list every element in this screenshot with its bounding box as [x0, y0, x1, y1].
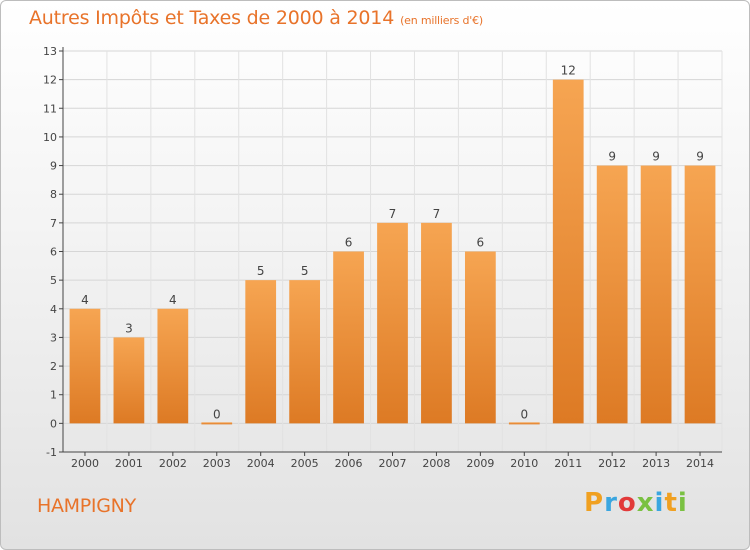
x-tick-label-2003: 2003 — [203, 457, 231, 470]
data-label-2010: 0 — [520, 407, 528, 421]
x-tick-label-2005: 2005 — [291, 457, 319, 470]
chart-title-line: Autres Impôts et Taxes de 2000 à 2014 (en… — [29, 7, 483, 29]
bar-2011 — [552, 79, 584, 424]
chart-title: Autres Impôts et Taxes de 2000 à 2014 — [29, 7, 395, 29]
bar-2012 — [596, 165, 628, 424]
bar-2005 — [289, 280, 321, 424]
bar-2010 — [508, 422, 540, 425]
proxiti-logo: Proxiti — [584, 488, 688, 518]
y-tick-label: 13 — [43, 45, 57, 58]
data-label-2002: 4 — [169, 293, 177, 307]
x-tick-label-2010: 2010 — [510, 457, 538, 470]
x-tick-label-2000: 2000 — [71, 457, 99, 470]
bar-2009 — [464, 251, 496, 424]
bar-2003 — [201, 422, 233, 425]
data-label-2011: 12 — [561, 64, 576, 78]
y-tick-label: 4 — [50, 303, 57, 316]
bar-2014 — [684, 165, 716, 424]
y-tick-label: 9 — [50, 160, 57, 173]
x-tick-label-2013: 2013 — [642, 457, 670, 470]
data-label-2012: 9 — [608, 150, 616, 164]
data-label-2000: 4 — [81, 293, 89, 307]
data-label-2014: 9 — [696, 150, 704, 164]
x-tick-label-2008: 2008 — [422, 457, 450, 470]
x-tick-label-2002: 2002 — [159, 457, 187, 470]
y-tick-label: 3 — [50, 331, 57, 344]
bar-2000 — [69, 308, 101, 424]
y-tick-label: 7 — [50, 217, 57, 230]
y-tick-label: -1 — [46, 446, 57, 459]
x-tick-label-2014: 2014 — [686, 457, 714, 470]
chart-subtitle: (en milliers d'€) — [400, 14, 483, 27]
x-tick-label-2011: 2011 — [554, 457, 582, 470]
y-tick-label: 11 — [43, 102, 57, 115]
bar-2004 — [245, 280, 277, 424]
bar-2006 — [333, 251, 364, 424]
y-tick-label: 6 — [50, 246, 57, 259]
data-label-2007: 7 — [389, 207, 397, 221]
data-label-2009: 6 — [477, 236, 485, 250]
data-label-2001: 3 — [125, 321, 133, 335]
data-label-2004: 5 — [257, 264, 265, 278]
y-tick-label: 2 — [50, 360, 57, 373]
bar-2013 — [640, 165, 672, 424]
bar-2007 — [377, 222, 408, 424]
bar-2001 — [113, 337, 145, 424]
y-tick-label: 12 — [43, 74, 57, 87]
data-label-2006: 6 — [345, 236, 353, 250]
y-tick-label: 5 — [50, 274, 57, 287]
data-label-2013: 9 — [652, 150, 660, 164]
y-tick-label: 8 — [50, 188, 57, 201]
x-tick-label-2006: 2006 — [335, 457, 363, 470]
x-tick-label-2007: 2007 — [379, 457, 407, 470]
data-label-2003: 0 — [213, 407, 221, 421]
x-tick-label-2001: 2001 — [115, 457, 143, 470]
y-tick-label: 10 — [43, 131, 57, 144]
y-tick-label: 1 — [50, 389, 57, 402]
data-label-2008: 7 — [433, 207, 441, 221]
bar-2008 — [421, 222, 452, 424]
data-labels: 4 3 4 0 5 5 6 7 7 6 0 12 9 9 9 — [81, 64, 704, 422]
x-tick-label-2012: 2012 — [598, 457, 626, 470]
data-label-2005: 5 — [301, 264, 309, 278]
y-tick-label: 0 — [50, 417, 57, 430]
x-tick-label-2004: 2004 — [247, 457, 275, 470]
bars — [69, 79, 716, 425]
bar-2002 — [157, 308, 189, 424]
x-tick-label-2009: 2009 — [466, 457, 494, 470]
location-name: HAMPIGNY — [37, 495, 136, 517]
